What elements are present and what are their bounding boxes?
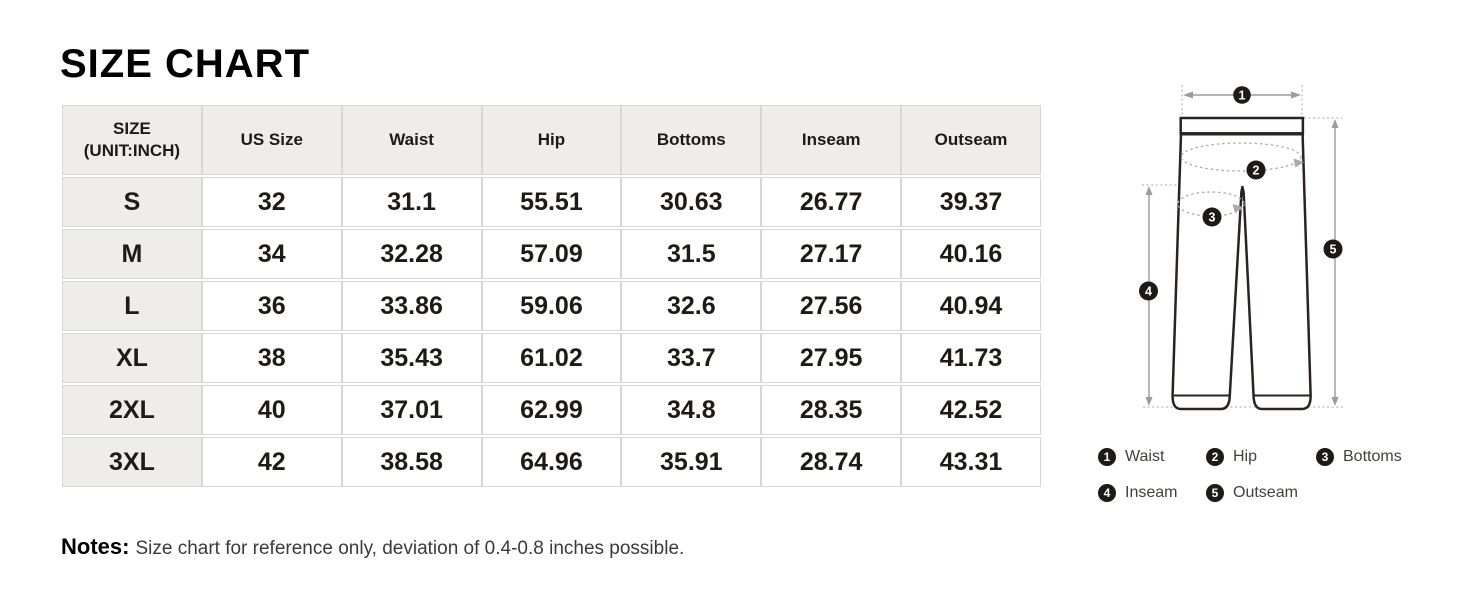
cell-outseam: 43.31 (901, 437, 1041, 487)
cell-outseam: 39.37 (901, 177, 1041, 227)
cell-size: XL (62, 333, 202, 383)
legend-number-icon: 1 (1098, 448, 1116, 466)
cell-hip: 64.96 (481, 437, 622, 487)
cell-bottoms: 34.8 (621, 385, 762, 435)
header-outseam: Outseam (901, 105, 1041, 175)
legend-label: Waist (1125, 448, 1165, 465)
cell-hip: 62.99 (481, 385, 622, 435)
cell-bottoms: 32.6 (621, 281, 762, 331)
pants-outline (1171, 116, 1312, 411)
legend-number-icon: 5 (1206, 484, 1224, 502)
legend-label: Hip (1233, 448, 1258, 465)
table-row: 2XL 40 37.01 62.99 34.8 28.35 42.52 (62, 385, 1041, 435)
notes: Notes: Size chart for reference only, dev… (61, 534, 684, 560)
page-title: SIZE CHART (60, 42, 310, 86)
notes-label: Notes: (61, 534, 130, 559)
table-header-row: SIZE (UNIT:INCH) US Size Waist Hip Botto… (62, 105, 1041, 175)
table-row: 3XL 42 38.58 64.96 35.91 28.74 43.31 (62, 437, 1041, 487)
notes-text: Size chart for reference only, deviation… (135, 538, 685, 559)
table-row: L 36 33.86 59.06 32.6 27.56 40.94 (62, 281, 1041, 331)
marker-3: 3 (1209, 210, 1216, 224)
cell-us-size: 40 (201, 385, 342, 435)
marker-2: 2 (1253, 163, 1260, 177)
cell-waist: 33.86 (341, 281, 482, 331)
girth-ellipses (1177, 142, 1302, 217)
pants-measurement-diagram: 1 2 3 4 5 (1139, 85, 1343, 411)
cell-inseam: 28.35 (761, 385, 902, 435)
cell-inseam: 28.74 (761, 437, 902, 487)
legend-number-icon: 4 (1098, 484, 1116, 502)
cell-waist: 37.01 (341, 385, 482, 435)
header-size: SIZE (UNIT:INCH) (62, 105, 202, 175)
cell-us-size: 34 (201, 229, 342, 279)
cell-hip: 61.02 (481, 333, 622, 383)
cell-inseam: 27.17 (761, 229, 902, 279)
table-row: S 32 31.1 55.51 30.63 26.77 39.37 (62, 177, 1041, 227)
marker-4: 4 (1145, 284, 1152, 298)
cell-us-size: 38 (201, 333, 342, 383)
cell-us-size: 32 (201, 177, 342, 227)
table-row: M 34 32.28 57.09 31.5 27.17 40.16 (62, 229, 1041, 279)
legend-number-icon: 2 (1206, 448, 1224, 466)
header-waist: Waist (341, 105, 482, 175)
size-chart-table: SIZE (UNIT:INCH) US Size Waist Hip Botto… (62, 103, 1041, 489)
legend-number-icon: 3 (1316, 448, 1334, 466)
diagram-markers: 1 2 3 4 5 (1139, 86, 1343, 301)
ellipse-arrowheads (1232, 158, 1304, 213)
cell-waist: 35.43 (341, 333, 482, 383)
cell-size: M (62, 229, 202, 279)
cell-outseam: 41.73 (901, 333, 1041, 383)
legend-item-bottoms: 3 Bottoms (1316, 448, 1402, 466)
cell-bottoms: 31.5 (621, 229, 762, 279)
cell-us-size: 36 (201, 281, 342, 331)
cell-bottoms: 33.7 (621, 333, 762, 383)
cell-hip: 57.09 (481, 229, 622, 279)
legend-item-inseam: 4 Inseam (1098, 484, 1177, 502)
cell-size: 3XL (62, 437, 202, 487)
cell-outseam: 40.16 (901, 229, 1041, 279)
cell-outseam: 42.52 (901, 385, 1041, 435)
cell-waist: 31.1 (341, 177, 482, 227)
cell-hip: 55.51 (481, 177, 622, 227)
legend-item-outseam: 5 Outseam (1206, 484, 1298, 502)
cell-bottoms: 30.63 (621, 177, 762, 227)
cell-outseam: 40.94 (901, 281, 1041, 331)
legend-item-waist: 1 Waist (1098, 448, 1164, 466)
legend-label: Bottoms (1343, 448, 1402, 465)
cell-hip: 59.06 (481, 281, 622, 331)
cell-waist: 38.58 (341, 437, 482, 487)
header-bottoms: Bottoms (621, 105, 762, 175)
cell-inseam: 27.95 (761, 333, 902, 383)
cell-bottoms: 35.91 (621, 437, 762, 487)
cell-inseam: 26.77 (761, 177, 902, 227)
marker-1: 1 (1239, 88, 1246, 102)
header-inseam: Inseam (761, 105, 902, 175)
legend-label: Inseam (1125, 484, 1178, 501)
legend-item-hip: 2 Hip (1206, 448, 1257, 466)
marker-5: 5 (1330, 242, 1337, 256)
table-row: XL 38 35.43 61.02 33.7 27.95 41.73 (62, 333, 1041, 383)
cell-inseam: 27.56 (761, 281, 902, 331)
header-size-line1: SIZE (113, 118, 151, 138)
header-size-line2: (UNIT:INCH) (83, 141, 181, 160)
header-us-size: US Size (201, 105, 342, 175)
cell-size: 2XL (62, 385, 202, 435)
legend-label: Outseam (1233, 484, 1298, 501)
cell-size: L (62, 281, 202, 331)
cell-size: S (62, 177, 202, 227)
header-hip: Hip (481, 105, 622, 175)
cell-us-size: 42 (201, 437, 342, 487)
cell-waist: 32.28 (341, 229, 482, 279)
